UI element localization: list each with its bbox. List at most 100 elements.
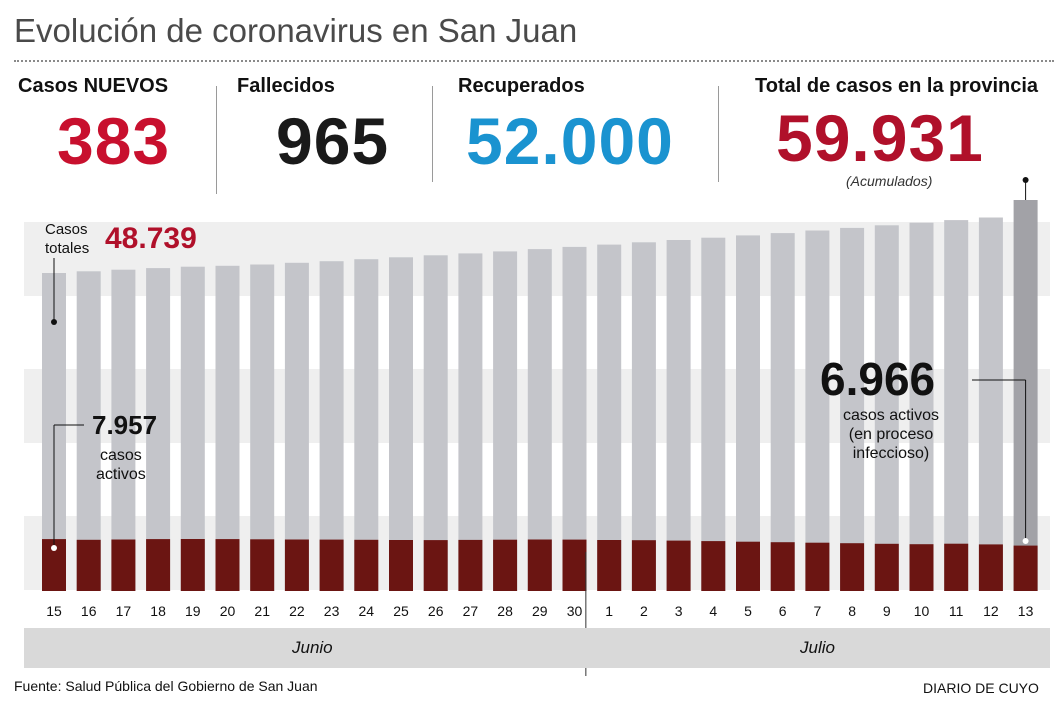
x-tick-label: 18 [150,603,166,619]
x-tick-label: 24 [359,603,375,619]
x-tick-label: 29 [532,603,548,619]
active-cases-bar [111,539,136,591]
x-tick-label: 5 [744,603,752,619]
x-tick-label: 17 [116,603,132,619]
total-cases-bar [215,265,240,591]
active-cases-bar [944,543,969,591]
x-tick-label: 2 [640,603,648,619]
kpi-recovered-label: Recuperados [458,75,585,97]
x-tick-label: 1 [605,603,613,619]
total-cases-bar [527,249,552,591]
total-cases-bar [389,257,413,591]
x-tick-label: 7 [814,603,822,619]
kpi-total-value: 59.931 [776,101,984,175]
total-cases-bar [319,261,344,591]
active-cases-bar [354,539,379,591]
kpi-new-cases-value: 383 [57,104,171,178]
total-cases-bar [180,266,205,591]
end-active-label: casos activos (en proceso infeccioso) [842,407,940,462]
end-active-value: 6.966 [820,353,936,405]
chart-title: Evolución de coronavirus en San Juan [14,12,578,49]
active-cases-bar [631,540,656,591]
x-tick-label: 8 [848,603,856,619]
active-cases-bar [180,539,205,591]
active-cases-bar [736,541,760,591]
x-tick-label: 9 [883,603,891,619]
active-cases-bar [874,543,899,591]
total-cases-bar [111,269,136,591]
total-cases-bar [562,246,587,591]
total-cases-bar [423,255,448,592]
kpi-separator [432,86,433,182]
x-tick-label: 12 [983,603,999,619]
active-cases-bar [1013,545,1038,591]
leader-dot [1022,177,1029,183]
title-divider [14,60,1054,62]
active-cases-bar [250,539,275,591]
x-tick-label: 19 [185,603,201,619]
total-cases-bar [631,242,656,592]
total-cases-bar [354,259,379,591]
active-cases-bar [493,539,518,591]
total-cases-bar [909,222,934,591]
leader-dot [51,545,57,551]
total-cases-bar [666,240,691,591]
x-tick-label: 23 [324,603,340,619]
x-tick-label: 4 [709,603,717,619]
active-cases-bar [458,539,483,591]
kpi-deaths-label: Fallecidos [237,75,335,97]
publisher-credit: DIARIO DE CUYO [923,680,1039,696]
kpi-recovered-value: 52.000 [466,104,674,178]
start-active-value: 7.957 [92,410,158,440]
active-cases-bar [527,539,552,591]
active-cases-bar [597,540,622,591]
total-cases-label: Casos totales [45,221,90,257]
x-tick-label: 30 [567,603,583,619]
active-cases-bar [76,539,101,591]
x-tick-label: 26 [428,603,444,619]
total-cases-bar [944,220,969,591]
start-active-label: casos activos [96,447,146,483]
active-cases-bar [909,544,934,591]
x-tick-label: 15 [46,603,62,619]
x-tick-label: 10 [914,603,930,619]
total-cases-bar [76,271,101,591]
active-cases-bar [805,542,830,591]
x-tick-label: 28 [497,603,513,619]
x-tick-label: 22 [289,603,305,619]
source-text: Fuente: Salud Pública del Gobierno de Sa… [14,678,318,694]
x-tick-label: 25 [393,603,409,619]
active-cases-bar [215,539,240,591]
kpi-total-label: Total de casos en la provincia [755,75,1039,97]
total-cases-bar [284,262,309,591]
active-cases-bar [840,543,865,591]
kpi-deaths-value: 965 [276,104,390,178]
total-cases-bar [770,233,795,591]
start-total-value: 48.739 [105,222,197,255]
active-cases-bar [423,540,448,591]
leader-dot [51,319,57,325]
active-cases-bar [978,544,1003,591]
x-tick-label: 16 [81,603,97,619]
active-cases-bar [666,540,691,591]
total-cases-bar [597,244,622,591]
leader-dot [1022,538,1029,544]
kpi-separator [718,86,719,182]
month-label-july: Julio [800,638,835,657]
x-tick-label: 27 [463,603,479,619]
total-cases-bar [493,251,518,591]
kpi-separator [216,86,217,194]
active-cases-bar [389,540,413,591]
x-tick-label: 20 [220,603,236,619]
active-cases-bar [319,539,344,591]
x-tick-label: 13 [1018,603,1034,619]
x-tick-label: 21 [254,603,270,619]
month-bar [24,628,1050,668]
total-cases-bar [840,227,865,591]
total-cases-bar [874,225,899,592]
total-cases-bar [736,235,760,591]
kpi-new-cases-label: Casos NUEVOS [18,75,169,97]
active-cases-bar [284,539,309,591]
kpi-total-note: (Acumulados) [846,173,933,189]
